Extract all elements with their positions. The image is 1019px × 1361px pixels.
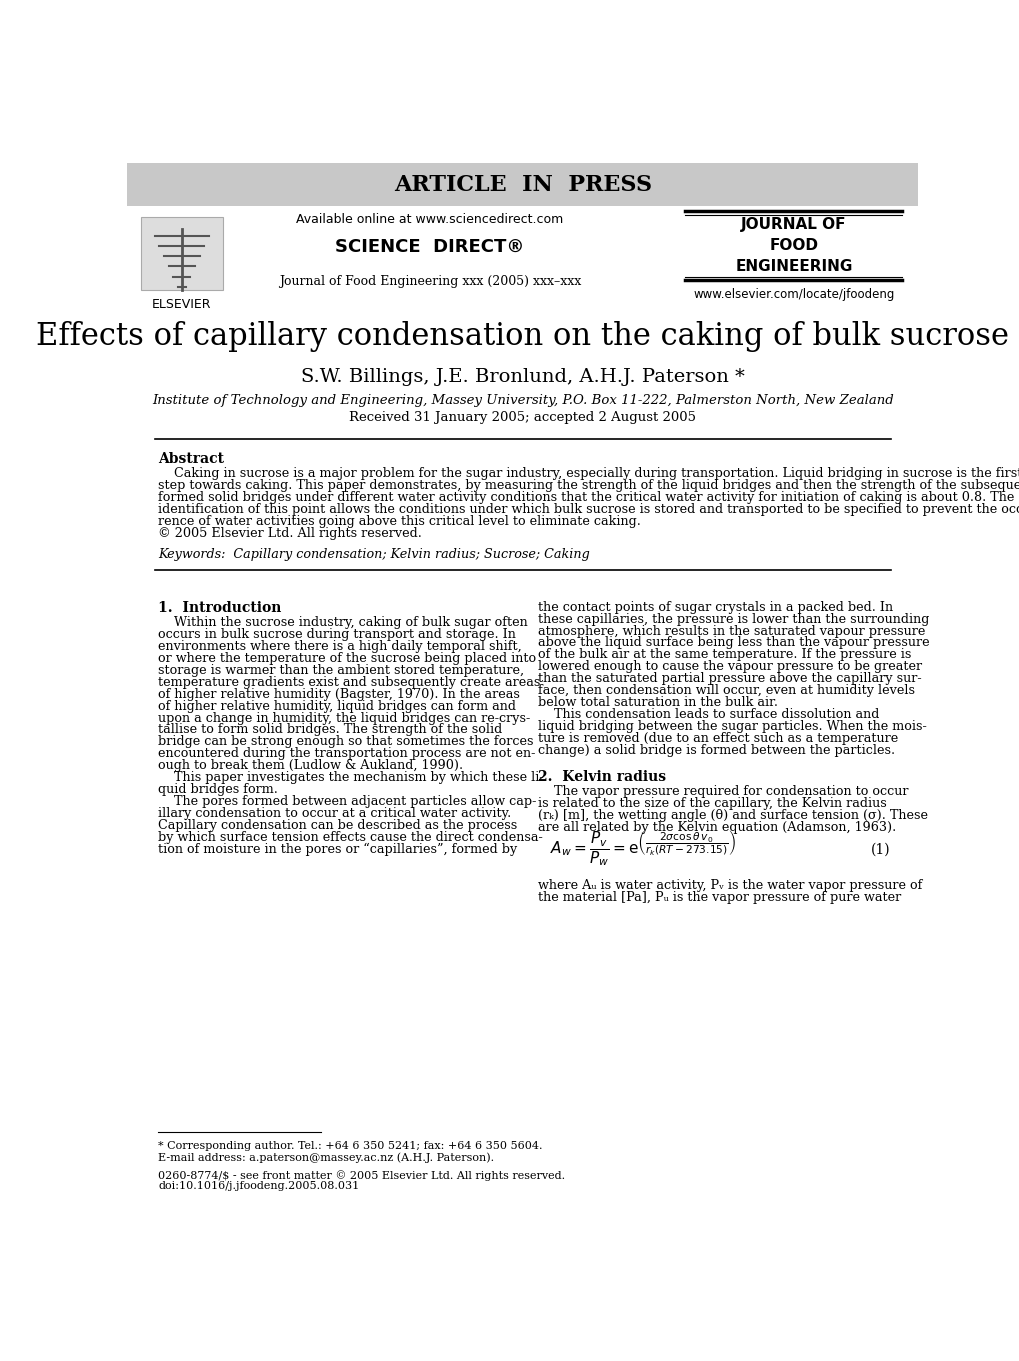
Text: Received 31 January 2005; accepted 2 August 2005: Received 31 January 2005; accepted 2 Aug… — [348, 411, 696, 423]
Text: The vapor pressure required for condensation to occur: The vapor pressure required for condensa… — [538, 785, 908, 798]
Text: doi:10.1016/j.jfoodeng.2005.08.031: doi:10.1016/j.jfoodeng.2005.08.031 — [158, 1181, 360, 1191]
Text: quid bridges form.: quid bridges form. — [158, 783, 278, 796]
Text: of higher relative humidity, liquid bridges can form and: of higher relative humidity, liquid brid… — [158, 700, 516, 713]
Text: step towards caking. This paper demonstrates, by measuring the strength of the l: step towards caking. This paper demonstr… — [158, 479, 1019, 493]
Text: (1): (1) — [870, 842, 890, 857]
Text: This condensation leads to surface dissolution and: This condensation leads to surface disso… — [538, 708, 878, 721]
Text: 2.  Kelvin radius: 2. Kelvin radius — [538, 770, 665, 784]
Text: of higher relative humidity (Bagster, 1970). In the areas: of higher relative humidity (Bagster, 19… — [158, 687, 520, 701]
Text: where Aᵤ is water activity, Pᵥ is the water vapor pressure of: where Aᵤ is water activity, Pᵥ is the wa… — [538, 879, 922, 891]
Text: JOURNAL OF
FOOD
ENGINEERING: JOURNAL OF FOOD ENGINEERING — [735, 218, 852, 274]
Text: the material [Pa], Pᵤ is the vapor pressure of pure water: the material [Pa], Pᵤ is the vapor press… — [538, 891, 901, 904]
Text: Keywords:  Capillary condensation; Kelvin radius; Sucrose; Caking: Keywords: Capillary condensation; Kelvin… — [158, 548, 590, 561]
Text: S.W. Billings, J.E. Bronlund, A.H.J. Paterson *: S.W. Billings, J.E. Bronlund, A.H.J. Pat… — [301, 369, 744, 387]
Text: E-mail address: a.paterson@massey.ac.nz (A.H.J. Paterson).: E-mail address: a.paterson@massey.ac.nz … — [158, 1151, 494, 1162]
Text: Capillary condensation can be described as the process: Capillary condensation can be described … — [158, 819, 518, 832]
Text: the contact points of sugar crystals in a packed bed. In: the contact points of sugar crystals in … — [538, 600, 893, 614]
Text: change) a solid bridge is formed between the particles.: change) a solid bridge is formed between… — [538, 744, 895, 757]
Text: The pores formed between adjacent particles allow cap-: The pores formed between adjacent partic… — [158, 795, 536, 808]
Text: above the liquid surface being less than the vapour pressure: above the liquid surface being less than… — [538, 637, 929, 649]
Text: liquid bridging between the sugar particles. When the mois-: liquid bridging between the sugar partic… — [538, 720, 926, 734]
Text: temperature gradients exist and subsequently create areas: temperature gradients exist and subseque… — [158, 676, 540, 689]
Text: of the bulk air at the same temperature. If the pressure is: of the bulk air at the same temperature.… — [538, 648, 911, 661]
Text: © 2005 Elsevier Ltd. All rights reserved.: © 2005 Elsevier Ltd. All rights reserved… — [158, 527, 422, 540]
Text: upon a change in humidity, the liquid bridges can re-crys-: upon a change in humidity, the liquid br… — [158, 712, 530, 724]
Text: This paper investigates the mechanism by which these li-: This paper investigates the mechanism by… — [158, 772, 543, 784]
Text: www.elsevier.com/locate/jfoodeng: www.elsevier.com/locate/jfoodeng — [693, 287, 894, 301]
Text: face, then condensation will occur, even at humidity levels: face, then condensation will occur, even… — [538, 685, 914, 697]
Text: are all related by the Kelvin equation (Adamson, 1963).: are all related by the Kelvin equation (… — [538, 821, 896, 834]
Text: rence of water activities going above this critical level to eliminate caking.: rence of water activities going above th… — [158, 516, 641, 528]
Text: atmosphere, which results in the saturated vapour pressure: atmosphere, which results in the saturat… — [538, 625, 924, 637]
Text: ture is removed (due to an effect such as a temperature: ture is removed (due to an effect such a… — [538, 732, 898, 744]
Text: ARTICLE  IN  PRESS: ARTICLE IN PRESS — [393, 174, 651, 196]
Text: these capillaries, the pressure is lower than the surrounding: these capillaries, the pressure is lower… — [538, 612, 928, 626]
Text: Abstract: Abstract — [158, 452, 224, 465]
Text: Caking in sucrose is a major problem for the sugar industry, especially during t: Caking in sucrose is a major problem for… — [158, 467, 1019, 480]
Text: tallise to form solid bridges. The strength of the solid: tallise to form solid bridges. The stren… — [158, 724, 502, 736]
Text: Within the sucrose industry, caking of bulk sugar often: Within the sucrose industry, caking of b… — [158, 617, 528, 629]
Text: below total saturation in the bulk air.: below total saturation in the bulk air. — [538, 697, 777, 709]
Text: storage is warmer than the ambient stored temperature,: storage is warmer than the ambient store… — [158, 664, 524, 676]
Text: tion of moisture in the pores or “capillaries”, formed by: tion of moisture in the pores or “capill… — [158, 842, 518, 856]
FancyBboxPatch shape — [127, 163, 917, 206]
Text: formed solid bridges under different water activity conditions that the critical: formed solid bridges under different wat… — [158, 491, 1014, 505]
Text: lowered enough to cause the vapour pressure to be greater: lowered enough to cause the vapour press… — [538, 660, 921, 674]
Text: * Corresponding author. Tel.: +64 6 350 5241; fax: +64 6 350 5604.: * Corresponding author. Tel.: +64 6 350 … — [158, 1142, 542, 1151]
Text: 0260-8774/$ - see front matter © 2005 Elsevier Ltd. All rights reserved.: 0260-8774/$ - see front matter © 2005 El… — [158, 1170, 566, 1181]
FancyBboxPatch shape — [142, 218, 222, 290]
Text: bridge can be strong enough so that sometimes the forces: bridge can be strong enough so that some… — [158, 735, 534, 749]
Text: than the saturated partial pressure above the capillary sur-: than the saturated partial pressure abov… — [538, 672, 921, 686]
Text: Journal of Food Engineering xxx (2005) xxx–xxx: Journal of Food Engineering xxx (2005) x… — [278, 275, 580, 287]
Text: ough to break them (Ludlow & Aukland, 1990).: ough to break them (Ludlow & Aukland, 19… — [158, 759, 464, 772]
Text: illary condensation to occur at a critical water activity.: illary condensation to occur at a critic… — [158, 807, 512, 821]
Text: environments where there is a high daily temporal shift,: environments where there is a high daily… — [158, 640, 522, 653]
Text: (rₖ) [m], the wetting angle (θ) and surface tension (σ). These: (rₖ) [m], the wetting angle (θ) and surf… — [538, 808, 927, 822]
Text: is related to the size of the capillary, the Kelvin radius: is related to the size of the capillary,… — [538, 798, 887, 810]
Text: SCIENCE  DIRECT®: SCIENCE DIRECT® — [334, 237, 524, 256]
Text: encountered during the transportation process are not en-: encountered during the transportation pr… — [158, 747, 535, 761]
Text: $A_w = \dfrac{P_v}{P_w} = \mathrm{e}^{\left(\dfrac{2\sigma\cos\theta\,v_0}{r_k(R: $A_w = \dfrac{P_v}{P_w} = \mathrm{e}^{\l… — [549, 830, 735, 870]
Text: occurs in bulk sucrose during transport and storage. In: occurs in bulk sucrose during transport … — [158, 627, 516, 641]
Text: or where the temperature of the sucrose being placed into: or where the temperature of the sucrose … — [158, 652, 536, 666]
Text: Available online at www.sciencedirect.com: Available online at www.sciencedirect.co… — [296, 214, 562, 226]
Text: by which surface tension effects cause the direct condensa-: by which surface tension effects cause t… — [158, 832, 543, 844]
Text: identification of this point allows the conditions under which bulk sucrose is s: identification of this point allows the … — [158, 504, 1019, 516]
Text: Institute of Technology and Engineering, Massey University, P.O. Box 11-222, Pal: Institute of Technology and Engineering,… — [152, 393, 893, 407]
Text: 1.  Introduction: 1. Introduction — [158, 600, 281, 615]
Text: Effects of capillary condensation on the caking of bulk sucrose: Effects of capillary condensation on the… — [37, 321, 1008, 352]
Text: ELSEVIER: ELSEVIER — [152, 298, 211, 312]
